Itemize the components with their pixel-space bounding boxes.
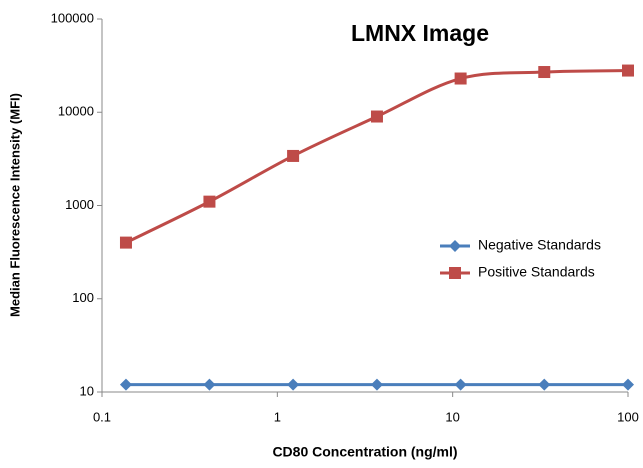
y-tick-label: 10	[80, 383, 94, 398]
marker	[119, 236, 132, 249]
marker	[449, 267, 461, 279]
y-tick-label: 1000	[65, 197, 94, 212]
chart-title: LMNX Image	[351, 20, 489, 46]
marker	[449, 240, 461, 252]
y-tick-label: 10000	[58, 104, 94, 119]
x-axis-title: CD80 Concentration (ng/ml)	[272, 444, 457, 460]
marker	[622, 64, 634, 77]
marker	[287, 378, 300, 391]
marker	[454, 378, 467, 391]
marker	[203, 378, 216, 391]
marker	[454, 72, 467, 85]
marker	[370, 110, 383, 123]
x-tick-label: 10	[445, 409, 459, 424]
marker	[287, 149, 300, 162]
marker	[538, 66, 551, 79]
y-tick-label: 100000	[51, 10, 94, 25]
marker	[203, 195, 216, 208]
x-tick-label: 1	[274, 409, 281, 424]
y-tick-label: 100	[72, 290, 94, 305]
legend-label: Negative Standards	[478, 237, 601, 253]
marker	[119, 378, 132, 391]
marker	[370, 378, 383, 391]
x-tick-label: 100	[617, 409, 639, 424]
marker	[622, 378, 634, 391]
x-tick-label: 0.1	[93, 409, 111, 424]
marker	[538, 378, 551, 391]
y-axis-title: Median Fluorescence Intensity (MFI)	[7, 93, 22, 317]
legend-label: Positive Standards	[478, 264, 595, 280]
